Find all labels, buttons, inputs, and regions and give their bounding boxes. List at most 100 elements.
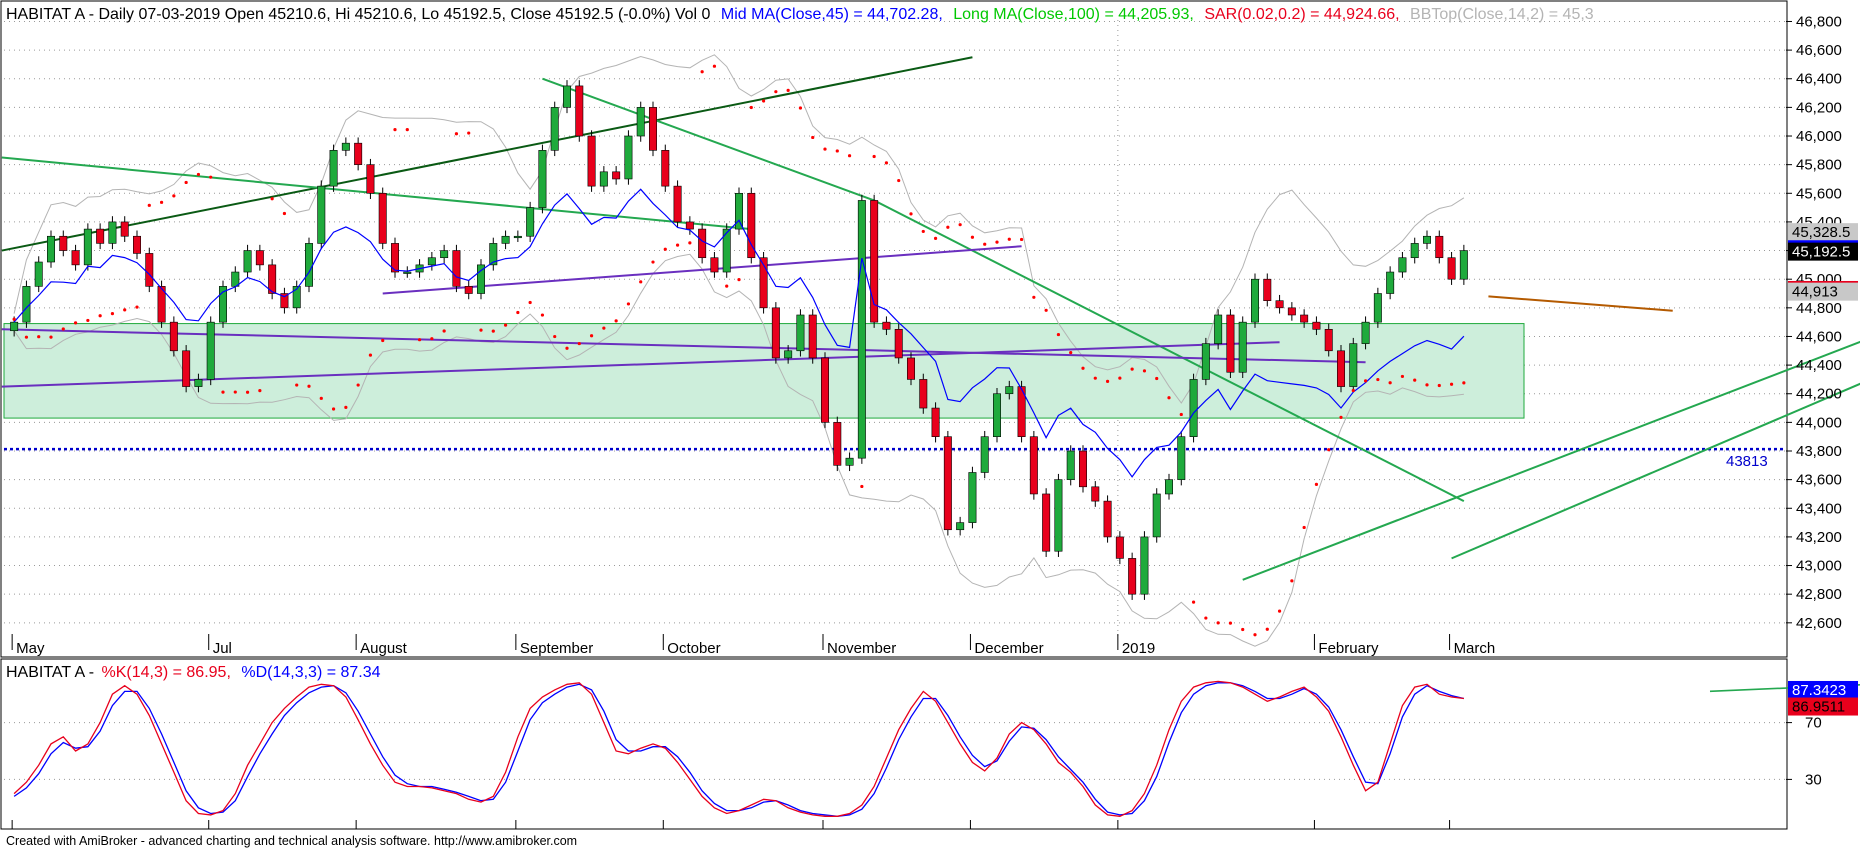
- y-tick-label: 42,600: [1796, 615, 1842, 632]
- sar-dot: [1425, 383, 1429, 387]
- sar-dot: [221, 390, 225, 394]
- price-tags: 4381345,328.545,209.145,192.544,924.744,…: [1726, 223, 1858, 716]
- sar-dot: [1351, 388, 1355, 393]
- sar-dot: [1216, 621, 1220, 625]
- candle-body: [1005, 386, 1014, 395]
- y-tick-label: 46,800: [1796, 13, 1842, 30]
- candle-body: [1140, 536, 1149, 595]
- sar-dot: [884, 161, 889, 165]
- sar-dot: [147, 203, 151, 207]
- bb-lower: [13, 253, 1464, 647]
- sar-dot: [1118, 376, 1122, 380]
- candle-body: [10, 321, 19, 332]
- price-tag-label: 44,913: [1792, 284, 1838, 301]
- candle-body: [661, 150, 670, 187]
- candle-body: [477, 264, 485, 294]
- candle-body: [1079, 450, 1087, 488]
- stoch-header-prefix: HABITAT A -: [6, 664, 98, 681]
- trendline-purple-up: [382, 245, 1022, 295]
- x-tick-label: May: [16, 640, 45, 657]
- sar-dot: [1462, 381, 1466, 385]
- sar-dot: [589, 334, 594, 338]
- candle-body: [354, 142, 363, 165]
- candle-body: [133, 235, 141, 254]
- sar-dot: [479, 328, 483, 332]
- sar-dot: [37, 335, 41, 339]
- sar-dot: [110, 312, 115, 316]
- stoch-y-tick-label: 30: [1805, 771, 1822, 788]
- y-tick-label: 44,000: [1796, 414, 1842, 431]
- sar-dot: [270, 197, 274, 201]
- sar-dot: [467, 131, 471, 135]
- candle-body: [1324, 329, 1333, 352]
- sar-dot: [1044, 308, 1048, 312]
- candle-body: [624, 135, 633, 180]
- candle-body: [108, 221, 117, 244]
- candle-body: [305, 243, 313, 287]
- price-tag-label: 45,328.5: [1792, 224, 1850, 241]
- sar-dot: [712, 64, 717, 68]
- candle-body: [403, 271, 412, 274]
- candle-body: [513, 235, 522, 239]
- sar-dot: [319, 396, 323, 400]
- sar-dot: [1155, 376, 1159, 381]
- sar-dot: [73, 321, 78, 325]
- candle-body: [1226, 314, 1235, 373]
- candle-body: [685, 221, 694, 230]
- candle-body: [919, 379, 928, 409]
- price-tag-bg: [1788, 242, 1858, 261]
- sar-dot: [1056, 332, 1061, 337]
- x-tick-label: March: [1454, 640, 1496, 657]
- candle-body: [96, 228, 105, 244]
- candle-body: [1066, 450, 1075, 480]
- candle-body: [735, 192, 743, 230]
- candle-body: [710, 257, 719, 273]
- y-tick-label: 44,400: [1796, 357, 1842, 374]
- candle-body: [1386, 271, 1395, 294]
- candle-body: [784, 350, 793, 359]
- sar-dot: [1314, 482, 1319, 486]
- candle-body: [59, 235, 68, 251]
- candle-body: [870, 200, 879, 323]
- y-tick-label: 43,800: [1796, 443, 1842, 460]
- sar-dot: [909, 212, 913, 216]
- mid-ma-line: [13, 188, 1465, 478]
- sar-dot: [921, 229, 925, 234]
- candle-body: [1128, 558, 1137, 595]
- header-long-ma: Long MA(Close,100) = 44,205.93,: [953, 6, 1194, 23]
- trendline-rising-2: [1451, 382, 1860, 560]
- candle-body: [1029, 436, 1038, 495]
- sar-dot: [897, 178, 901, 183]
- sar-dot: [196, 172, 201, 177]
- sar-dot: [61, 327, 65, 331]
- sar-dot: [1105, 379, 1110, 384]
- header-mid-ma: Mid MA(Close,45) = 44,702.28,: [721, 6, 943, 23]
- sar-dot: [1241, 627, 1245, 632]
- sar-dot: [209, 175, 213, 179]
- bb-upper: [13, 54, 1465, 404]
- candle-body: [47, 235, 55, 263]
- candle-body: [427, 257, 436, 266]
- sar-dot: [1277, 609, 1282, 613]
- candle-body: [1287, 307, 1296, 316]
- sar-dot: [1437, 383, 1441, 388]
- candle-body: [329, 150, 338, 187]
- candle-body: [857, 200, 866, 459]
- sar-dot: [1019, 237, 1024, 242]
- x-tick-label: 2019: [1122, 640, 1155, 657]
- candle-body: [157, 286, 166, 323]
- candle-body: [943, 436, 952, 531]
- candle-body: [501, 235, 510, 244]
- sar-dot: [516, 310, 520, 315]
- y-tick-label: 43,600: [1796, 472, 1842, 489]
- price-tag-label: 45,192.5: [1792, 244, 1850, 261]
- sar-dot: [98, 314, 102, 318]
- y-tick-label: 43,400: [1796, 500, 1842, 517]
- candle-body: [391, 243, 399, 273]
- candle-body: [1410, 243, 1419, 259]
- sar-dot: [651, 260, 655, 264]
- x-tick-label: Jul: [213, 640, 232, 657]
- candle-body: [993, 393, 1001, 437]
- sar-dot: [786, 88, 790, 92]
